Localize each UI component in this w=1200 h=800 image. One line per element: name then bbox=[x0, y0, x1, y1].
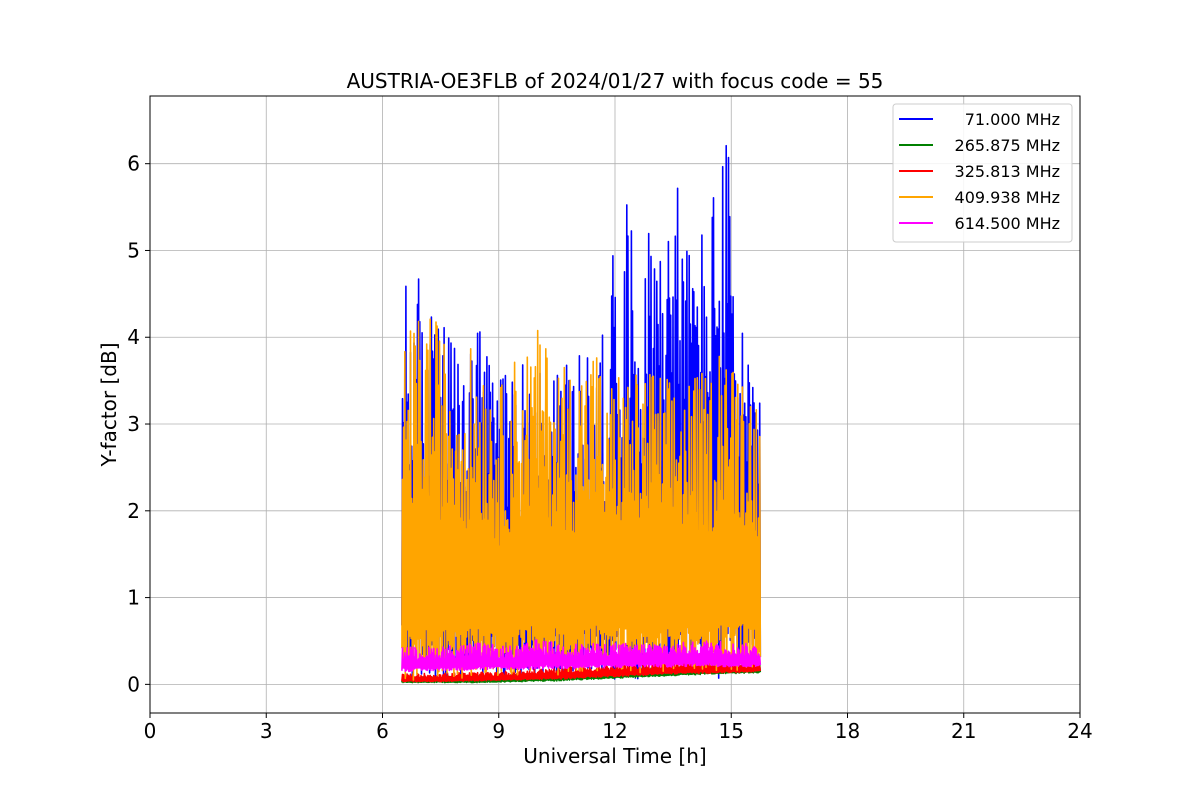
legend-entry: 614.500 MHz bbox=[955, 214, 1060, 233]
x-tick-label: 3 bbox=[260, 719, 273, 743]
x-tick-label: 21 bbox=[951, 719, 976, 743]
legend-entry: 71.000 MHz bbox=[965, 110, 1060, 129]
x-tick-label: 15 bbox=[719, 719, 744, 743]
x-tick-label: 12 bbox=[602, 719, 627, 743]
y-tick-label: 3 bbox=[127, 412, 140, 436]
series-layer bbox=[401, 144, 762, 684]
series-line-4 bbox=[401, 639, 762, 673]
x-tick-label: 0 bbox=[144, 719, 157, 743]
x-tick-label: 6 bbox=[376, 719, 389, 743]
x-tick-label: 24 bbox=[1067, 719, 1092, 743]
y-tick-label: 1 bbox=[127, 586, 140, 610]
y-tick-label: 2 bbox=[127, 499, 140, 523]
legend: 71.000 MHz 265.875 MHz 325.813 MHz 409.938 … bbox=[892, 103, 1073, 243]
legend-entry: 409.938 MHz bbox=[955, 188, 1060, 207]
y-tick-label: 5 bbox=[127, 238, 140, 262]
x-tick-label: 9 bbox=[492, 719, 505, 743]
x-axis-label: Universal Time [h] bbox=[523, 744, 706, 768]
x-tick-label: 18 bbox=[835, 719, 860, 743]
y-axis-label: Y-factor [dB] bbox=[97, 342, 121, 467]
legend-entry: 265.875 MHz bbox=[955, 136, 1060, 155]
chart-title: AUSTRIA-OE3FLB of 2024/01/27 with focus … bbox=[347, 69, 884, 93]
legend-entry: 325.813 MHz bbox=[955, 162, 1060, 181]
legend-box bbox=[892, 103, 1073, 243]
y-tick-label: 4 bbox=[127, 325, 140, 349]
y-tick-label: 0 bbox=[127, 672, 140, 696]
y-tick-label: 6 bbox=[127, 152, 140, 176]
